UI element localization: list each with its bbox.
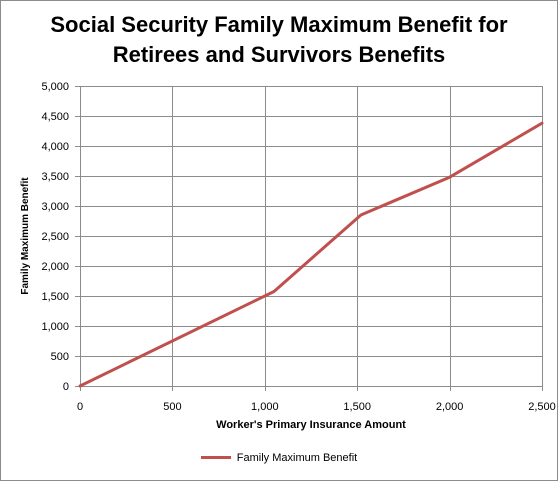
plot-area-border	[80, 86, 543, 387]
x-axis-tick-labels: 0 500 1,000 1,500 2,000 2,500	[77, 386, 556, 413]
x-tick-label: 2,000	[436, 401, 464, 413]
y-tick-label: 3,500	[41, 171, 69, 183]
chart-title-line-2: Retirees and Survivors Benefits	[112, 42, 446, 67]
y-tick-label: 0	[63, 381, 69, 393]
chart-title: Social Security Family Maximum Benefit f…	[0, 10, 558, 70]
y-tick-label: 500	[51, 351, 69, 363]
x-tick-label: 0	[77, 401, 83, 413]
legend: Family Maximum Benefit	[0, 452, 558, 464]
y-tick-label: 1,500	[41, 291, 69, 303]
y-axis-label: Family Maximum Benefit	[20, 177, 31, 295]
x-tick-label: 1,500	[343, 401, 371, 413]
y-tick-label: 5,000	[41, 81, 69, 93]
gridlines	[80, 86, 543, 387]
y-tick-label: 2,500	[41, 231, 69, 243]
x-tick-label: 500	[163, 401, 181, 413]
y-axis-tick-labels: 0 500 1,000 1,500 2,000 2,500 3,000 3,500 4,000 4…	[41, 81, 80, 393]
series-lines	[78, 121, 544, 388]
legend-swatch-family-maximum-benefit	[200, 455, 231, 459]
y-tick-label: 3,000	[41, 201, 69, 213]
x-axis-label: Worker's Primary Insurance Amount	[216, 419, 406, 431]
x-tick-label: 2,500	[528, 401, 556, 413]
legend-label-family-maximum-benefit: Family Maximum Benefit	[236, 452, 358, 464]
x-tick-label: 1,000	[251, 401, 279, 413]
chart-title-line-1: Social Security Family Maximum Benefit f…	[50, 12, 508, 37]
y-tick-label: 4,000	[41, 141, 69, 153]
y-tick-label: 4,500	[41, 111, 69, 123]
y-tick-label: 1,000	[41, 321, 69, 333]
y-tick-label: 2,000	[41, 261, 69, 273]
series-line-family-maximum-benefit	[78, 121, 544, 388]
